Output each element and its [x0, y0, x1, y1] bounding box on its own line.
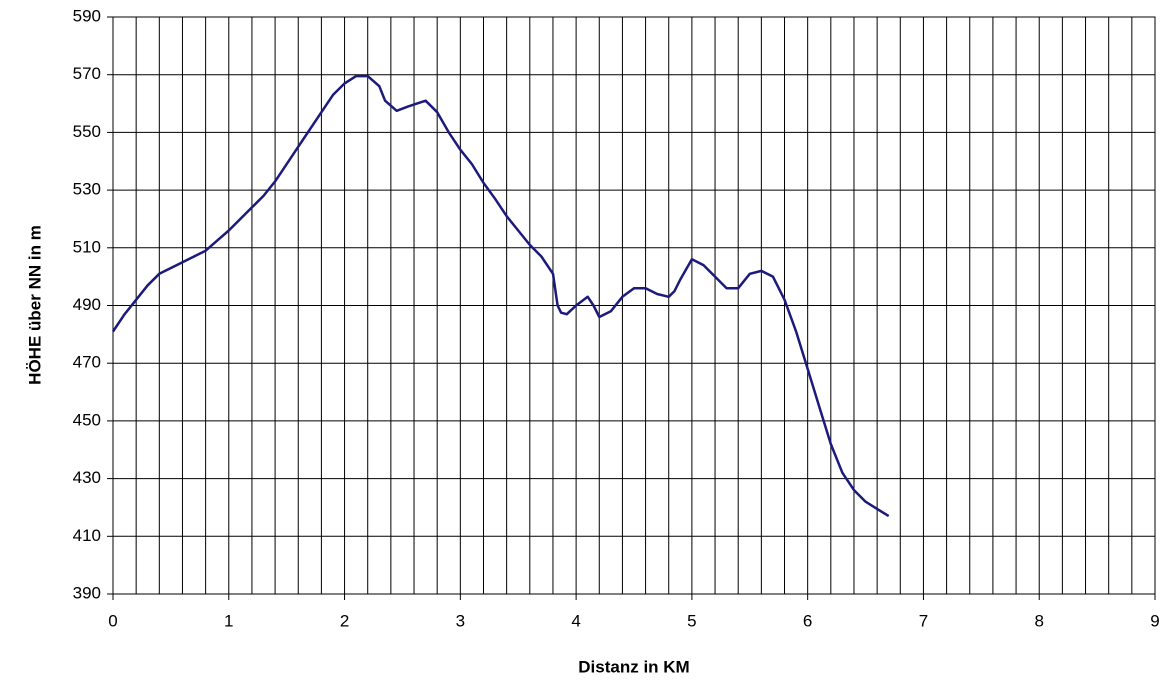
plot-border — [112, 16, 1156, 595]
x-tick-label: 8 — [1034, 611, 1043, 630]
y-tick-label: 450 — [73, 410, 101, 429]
y-tick-label: 410 — [73, 526, 101, 545]
x-tick-label: 9 — [1150, 611, 1159, 630]
x-tick-label: 0 — [108, 611, 117, 630]
y-tick-label: 390 — [73, 583, 101, 602]
y-tick-label: 550 — [73, 122, 101, 141]
x-tick-label: 4 — [571, 611, 580, 630]
line — [111, 74, 890, 518]
y-tick-label: 510 — [73, 237, 101, 256]
y-tick-label: 590 — [73, 6, 101, 25]
y-tick-label: 570 — [73, 64, 101, 83]
x-tick-label: 5 — [687, 611, 696, 630]
y-tick-label: 430 — [73, 468, 101, 487]
y-tick-label: 490 — [73, 295, 101, 314]
x-tick-label: 6 — [803, 611, 812, 630]
y-axis-label: HÖHE über NN in m — [25, 225, 44, 385]
x-axis-label: Distanz in KM — [578, 657, 689, 676]
x-tick-label: 7 — [919, 611, 928, 630]
x-tick-label: 3 — [456, 611, 465, 630]
x-tick-label: 1 — [224, 611, 233, 630]
x-tick-label: 2 — [340, 611, 349, 630]
y-tick-label: 470 — [73, 353, 101, 372]
y-tick-label: 530 — [73, 180, 101, 199]
